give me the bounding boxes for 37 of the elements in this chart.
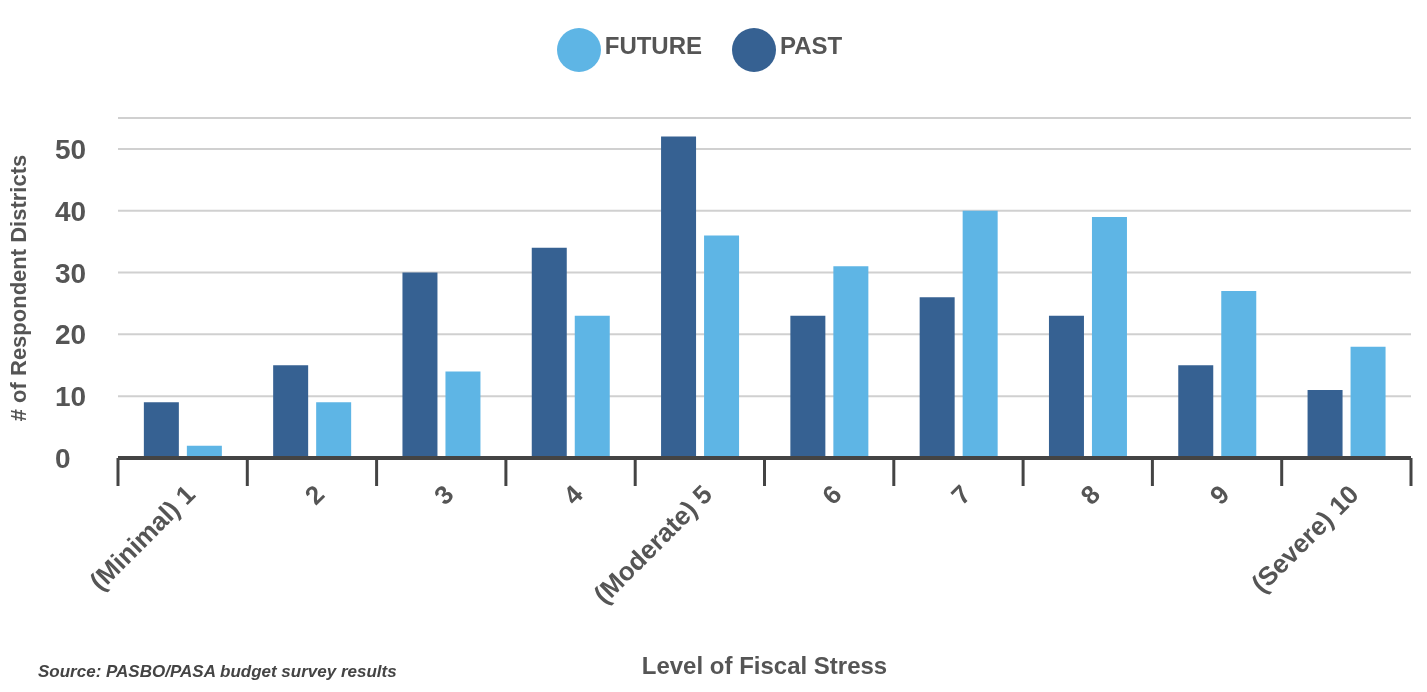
x-axis-title: Level of Fiscal Stress xyxy=(641,652,888,679)
y-tick-label: 0 xyxy=(55,443,71,474)
x-tick-label: 2 xyxy=(298,479,331,511)
bar xyxy=(1221,291,1257,458)
bar xyxy=(1178,365,1214,458)
bar xyxy=(273,365,309,458)
bar xyxy=(1091,216,1127,458)
bar xyxy=(574,315,610,458)
bar xyxy=(531,247,567,458)
x-tick-label: 9 xyxy=(1203,479,1236,511)
y-tick-label: 20 xyxy=(55,319,87,351)
x-tick-label: 6 xyxy=(815,479,848,511)
bar xyxy=(919,297,955,458)
y-tick-label: 40 xyxy=(55,195,87,227)
legend-label: FUTURE xyxy=(604,32,703,60)
bar xyxy=(1350,346,1386,458)
bar xyxy=(833,266,869,458)
bar xyxy=(704,235,740,458)
bar xyxy=(1048,315,1084,458)
y-tick-label: 30 xyxy=(55,257,87,289)
x-tick-label: 7 xyxy=(945,479,977,511)
bar xyxy=(143,402,179,458)
source-note: Source: PASBO/PASA budget survey results xyxy=(38,662,397,682)
bar xyxy=(661,136,697,458)
bar xyxy=(316,402,352,458)
y-tick-label: 50 xyxy=(55,133,87,165)
y-axis-title: # of Respondent Districts xyxy=(5,154,31,422)
x-tick-label: 4 xyxy=(557,478,590,511)
bar xyxy=(962,210,998,458)
legend-label: PAST xyxy=(780,32,843,60)
x-tick-label: 8 xyxy=(1074,479,1106,511)
bar xyxy=(1307,390,1343,458)
x-tick-label: 3 xyxy=(428,479,460,511)
bar xyxy=(790,315,826,458)
bar xyxy=(445,371,481,458)
y-tick-label: 10 xyxy=(55,381,87,413)
bar xyxy=(402,272,438,458)
